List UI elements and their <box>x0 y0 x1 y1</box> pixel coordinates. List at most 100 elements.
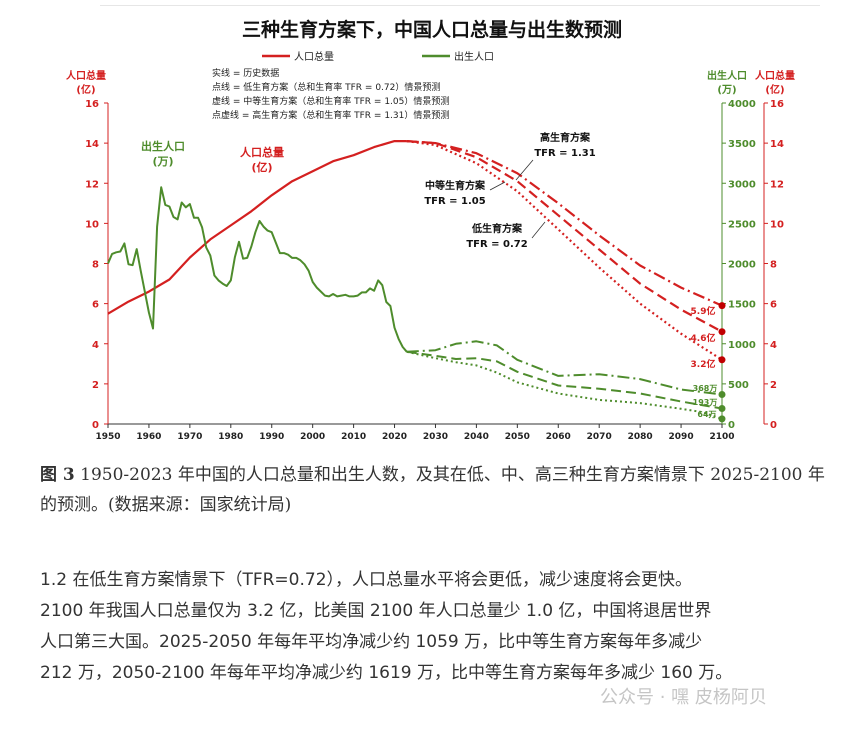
right-axis-pop-tick-label: 14 <box>770 139 784 150</box>
annotation-high-tfr: TFR = 1.31 <box>534 148 595 159</box>
x-axis-tick-label: 2000 <box>300 432 325 442</box>
x-axis-tick-label: 2010 <box>341 432 366 442</box>
right-axis-births-tick-label: 2500 <box>728 219 756 230</box>
end-label-births-mid: 193万 <box>693 398 718 407</box>
legend-note: 点线 = 低生育方案（总和生育率 TFR = 0.72）情景预测 <box>212 81 440 93</box>
x-axis-tick-label: 2020 <box>382 432 407 442</box>
births-series-line <box>406 340 723 396</box>
x-axis-tick-label: 1970 <box>177 432 202 442</box>
annotation-mid-tfr: TFR = 1.05 <box>424 196 485 207</box>
left-axis-title-unit: (亿) <box>76 83 95 96</box>
right-axis-births-title: 出生人口 <box>707 69 747 82</box>
annotation-high-label: 高生育方案 <box>540 131 591 144</box>
population-end-marker <box>718 302 726 310</box>
population-series-line <box>406 140 723 361</box>
x-axis-tick-label: 1990 <box>259 432 284 442</box>
caption-text: 1950-2023 年中国的人口总量和出生人数，及其在低、中、高三种生育方案情景… <box>40 465 825 515</box>
right-axis-pop-tick-label: 6 <box>770 300 777 311</box>
end-label-pop-mid: 4.6亿 <box>691 332 716 344</box>
annotation-high-pointer <box>515 159 534 181</box>
annotation-pop-unit: (亿) <box>251 160 272 174</box>
left-axis-tick-label: 4 <box>92 340 99 351</box>
legend-label-population: 人口总量 <box>294 50 334 63</box>
population-end-marker <box>718 328 726 336</box>
right-axis-pop-tick-label: 10 <box>770 219 784 230</box>
annotation-mid-label: 中等生育方案 <box>425 179 486 192</box>
legend-label-births: 出生人口 <box>454 50 494 63</box>
births-end-marker <box>718 390 726 398</box>
births-series-line <box>406 350 723 420</box>
watermark: 公众号 · 嘿 皮杨阿贝 <box>600 687 767 708</box>
x-axis-tick-label: 1960 <box>136 432 161 442</box>
left-axis-tick-label: 8 <box>92 260 99 271</box>
x-axis-tick-label: 2050 <box>505 432 530 442</box>
right-axis-births-tick-label: 500 <box>728 380 749 391</box>
right-axis-pop-title-unit: (亿) <box>765 83 784 96</box>
right-axis-births-tick-label: 0 <box>728 420 735 431</box>
annotation-low-tfr: TFR = 0.72 <box>466 239 527 250</box>
annotation-births-label: 出生人口 <box>141 139 185 153</box>
births-series-line <box>107 186 408 353</box>
right-axis-pop-tick-label: 0 <box>770 420 777 431</box>
population-series-line <box>107 140 407 315</box>
end-label-pop-low: 3.2亿 <box>691 358 716 370</box>
x-axis-tick-label: 2040 <box>464 432 489 442</box>
body-paragraph: 1.2 在低生育方案情景下（TFR=0.72），人口总量水平将会更低，减少速度将… <box>40 565 840 689</box>
population-series-line <box>406 140 723 307</box>
x-axis-tick-label: 2090 <box>669 432 694 442</box>
annotation-births-unit: (万) <box>152 155 173 168</box>
right-axis-pop-tick-label: 2 <box>770 380 777 391</box>
chart-title: 三种生育方案下，中国人口总量与出生数预测 <box>242 18 622 41</box>
right-axis-births-tick-label: 4000 <box>728 99 756 110</box>
paragraph-line: 212 万，2050-2100 年每年平均净减少约 1619 万，比中等生育方案… <box>40 663 733 683</box>
right-axis-births-title-unit: (万) <box>717 84 736 96</box>
x-axis-tick-label: 2030 <box>423 432 448 442</box>
left-axis-tick-label: 16 <box>85 99 99 110</box>
right-axis-births-tick-label: 1500 <box>728 300 756 311</box>
right-axis-births-tick-label: 1000 <box>728 340 756 351</box>
paragraph-line: 2100 年我国人口总量仅为 3.2 亿，比美国 2100 年人口总量少 1.0… <box>40 601 712 621</box>
population-series-line <box>406 140 723 333</box>
legend-note: 实线 = 历史数据 <box>212 67 279 79</box>
left-axis-tick-label: 0 <box>92 420 99 431</box>
paragraph-line: 人口第三大国。2025-2050 年每年平均净减少约 1059 万，比中等生育方… <box>40 632 703 652</box>
right-axis-births-tick-label: 3000 <box>728 179 756 190</box>
annotation-low-pointer <box>531 221 546 239</box>
right-axis-pop-tick-label: 16 <box>770 99 784 110</box>
x-axis-tick-label: 1980 <box>218 432 243 442</box>
paragraph-line: 1.2 在低生育方案情景下（TFR=0.72），人口总量水平将会更低，减少速度将… <box>40 570 693 590</box>
x-axis-tick-label: 2100 <box>709 432 734 442</box>
left-axis-tick-label: 6 <box>92 300 99 311</box>
left-axis-title: 人口总量 <box>66 69 106 82</box>
right-axis-births-tick-label: 3500 <box>728 139 756 150</box>
right-axis-pop-title: 人口总量 <box>755 69 795 82</box>
right-axis-pop-tick-label: 4 <box>770 340 777 351</box>
births-end-marker <box>718 415 726 423</box>
caption-prefix: 图 3 <box>40 465 75 485</box>
end-label-pop-high: 5.9亿 <box>691 305 716 317</box>
population-end-marker <box>718 356 726 364</box>
left-axis-tick-label: 2 <box>92 380 99 391</box>
right-axis-births-tick-label: 2000 <box>728 260 756 271</box>
top-divider <box>100 5 820 6</box>
births-series-line <box>406 350 723 410</box>
annotation-mid-pointer <box>489 181 506 191</box>
left-axis-tick-label: 10 <box>85 219 99 230</box>
left-axis-tick-label: 12 <box>85 179 99 190</box>
figure-caption: 图 3 1950-2023 年中国的人口总量和出生人数，及其在低、中、高三种生育… <box>40 460 840 520</box>
left-axis-tick-label: 14 <box>85 139 99 150</box>
x-axis-tick-label: 1950 <box>95 432 120 442</box>
births-end-marker <box>718 405 726 413</box>
end-label-births-low: 64万 <box>697 410 716 419</box>
legend-note: 点虚线 = 高生育方案（总和生育率 TFR = 1.31）情景预测 <box>212 109 449 121</box>
right-axis-pop-tick-label: 8 <box>770 260 777 271</box>
annotation-low-label: 低生育方案 <box>471 222 523 235</box>
legend-note: 虚线 = 中等生育方案（总和生育率 TFR = 1.05）情景预测 <box>212 95 449 107</box>
end-label-births-high: 368万 <box>693 384 718 393</box>
x-axis-tick-label: 2060 <box>546 432 571 442</box>
x-axis-tick-label: 2070 <box>587 432 612 442</box>
annotation-pop-label: 人口总量 <box>240 145 284 159</box>
x-axis-tick-label: 2080 <box>628 432 653 442</box>
right-axis-pop-tick-label: 12 <box>770 179 784 190</box>
